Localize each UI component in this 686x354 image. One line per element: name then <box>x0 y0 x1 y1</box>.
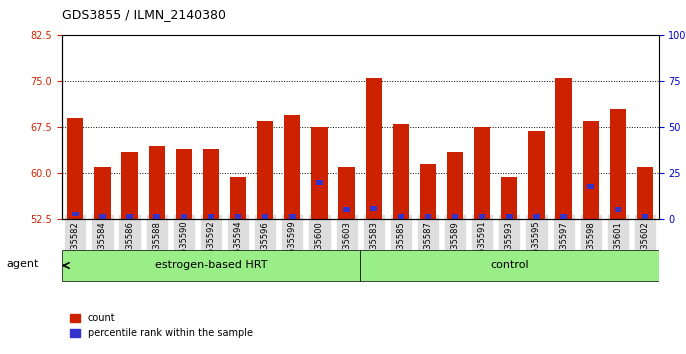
Bar <box>72 211 79 216</box>
Bar <box>474 127 490 219</box>
Bar <box>370 206 377 211</box>
Text: GDS3855 / ILMN_2140380: GDS3855 / ILMN_2140380 <box>62 8 226 21</box>
Text: control: control <box>490 261 529 270</box>
FancyBboxPatch shape <box>360 250 659 281</box>
Bar <box>420 164 436 219</box>
Bar <box>311 127 328 219</box>
Bar <box>94 167 110 219</box>
Bar <box>398 214 404 219</box>
Bar <box>392 124 409 219</box>
Bar <box>582 121 599 219</box>
Bar <box>180 214 187 219</box>
Bar <box>316 180 322 185</box>
Bar <box>257 121 273 219</box>
Bar <box>262 214 268 219</box>
Bar <box>99 214 106 219</box>
Bar <box>587 184 594 189</box>
Bar <box>479 214 486 219</box>
Bar <box>615 207 621 212</box>
Legend: count, percentile rank within the sample: count, percentile rank within the sample <box>67 309 257 342</box>
Bar <box>176 149 192 219</box>
Bar <box>506 214 512 219</box>
Bar <box>235 214 241 219</box>
Bar <box>154 214 160 219</box>
Bar <box>67 118 84 219</box>
Bar <box>230 177 246 219</box>
Bar <box>501 177 517 219</box>
Bar <box>366 78 382 219</box>
Bar <box>425 214 431 219</box>
Bar <box>560 214 567 219</box>
Bar <box>149 146 165 219</box>
Bar <box>556 78 571 219</box>
Bar <box>284 115 300 219</box>
Bar <box>126 214 133 219</box>
Bar <box>533 214 540 219</box>
Bar <box>528 131 545 219</box>
Text: agent: agent <box>7 259 39 269</box>
Bar <box>338 167 355 219</box>
Bar <box>637 167 653 219</box>
Bar <box>203 149 219 219</box>
Bar <box>343 207 350 212</box>
Text: estrogen-based HRT: estrogen-based HRT <box>155 261 267 270</box>
Bar <box>208 214 214 219</box>
Bar <box>452 214 458 219</box>
Bar <box>610 109 626 219</box>
Bar <box>447 152 463 219</box>
Bar <box>289 214 296 219</box>
Bar <box>121 152 138 219</box>
Bar <box>641 214 648 219</box>
FancyBboxPatch shape <box>62 250 360 281</box>
